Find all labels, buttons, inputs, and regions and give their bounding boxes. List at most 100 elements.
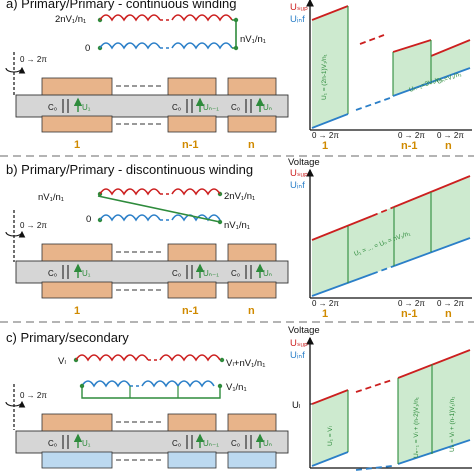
copper-pad — [167, 77, 217, 97]
chart-c: Voltage Uₛᵤₚ Uᵢₙf Uₗ U₁ = Vₗ Uₙ₋₁ = Vₗ +… — [288, 325, 472, 471]
u-sup-label: Uₛᵤₚ — [290, 2, 308, 13]
svg-text:C₀: C₀ — [231, 439, 240, 448]
svg-text:Voltage: Voltage — [288, 325, 320, 336]
svg-text:U₁: U₁ — [82, 439, 91, 448]
segment-label: n-1 — [182, 139, 199, 151]
svg-text:0 → 2π: 0 → 2π — [312, 299, 339, 308]
svg-text:Vₗ+nV₁/n₁: Vₗ+nV₁/n₁ — [226, 358, 265, 369]
panel-a-coil-top-left: 2nV₁/n₁ — [55, 14, 86, 25]
svg-text:Uₙ: Uₙ — [263, 103, 272, 112]
secondary-coil — [81, 380, 131, 388]
copper-pad — [41, 77, 113, 97]
panel-b: b) Primary/Primary - discontinuous windi… — [5, 157, 472, 320]
magnetic-core — [15, 260, 289, 284]
copper-pad — [227, 77, 277, 97]
svg-text:Vₗ: Vₗ — [58, 356, 66, 367]
primary-coil — [75, 354, 149, 362]
magnetic-core — [15, 430, 289, 454]
y-axis-title: Voltage — [288, 157, 320, 168]
svg-text:C₀: C₀ — [231, 103, 240, 112]
svg-text:C₀: C₀ — [48, 103, 57, 112]
panel-a-coil-right: nV₁/n₁ — [240, 34, 266, 45]
svg-text:Uₙ₋₁: Uₙ₋₁ — [203, 103, 219, 112]
svg-text:C₀: C₀ — [48, 439, 57, 448]
panel-b-coil-top-left: nV₁/n₁ — [38, 192, 64, 203]
capacitor-n-1: C₀ Uₙ₋₁ — [172, 97, 219, 113]
panel-a-coil-bottom-left: 0 — [85, 43, 90, 54]
svg-text:Uₙ₋₁ = Vₗ + (n-2)V₁/n₁: Uₙ₋₁ = Vₗ + (n-2)V₁/n₁ — [413, 396, 420, 458]
copper-pad — [167, 115, 217, 133]
primary-coil-top — [99, 14, 161, 22]
svg-text:V₁/n₁: V₁/n₁ — [226, 382, 247, 393]
svg-text:n-1: n-1 — [401, 308, 418, 320]
svg-text:C₀: C₀ — [231, 269, 240, 278]
svg-text:C₀: C₀ — [172, 103, 181, 112]
segment-label: n — [248, 139, 255, 151]
svg-text:Uₙ: Uₙ — [263, 269, 272, 278]
primary-coil-bottom — [99, 42, 161, 50]
ul-label: Uₗ — [292, 400, 301, 411]
magnetic-core — [15, 94, 289, 118]
rotation-arrow: 0 → 2π — [5, 52, 47, 95]
chart-b: Voltage Uₛᵤₚ Uᵢₙf U₁ = ... = Uₙ = nV₁/n₁… — [288, 157, 472, 320]
rotation-label: 0 → 2π — [20, 55, 47, 64]
svg-text:Uₙ: Uₙ — [263, 439, 272, 448]
svg-text:0 → 2π: 0 → 2π — [437, 131, 464, 140]
svg-text:n-1: n-1 — [182, 305, 199, 317]
secondary-link — [81, 386, 221, 399]
panel-b-coil-right: 2nV₁/n₁ — [224, 191, 255, 202]
svg-text:C₀: C₀ — [172, 269, 181, 278]
svg-text:1: 1 — [322, 308, 328, 320]
svg-text:C₀: C₀ — [48, 269, 57, 278]
svg-text:Uᵢₙf: Uᵢₙf — [290, 180, 305, 191]
rotation-arrow: 0 → 2π — [5, 384, 47, 430]
panel-a-title: a) Primary/Primary - continuous winding — [6, 0, 236, 11]
svg-text:0 → 2π: 0 → 2π — [312, 131, 339, 140]
panel-c-title: c) Primary/secondary — [6, 330, 129, 345]
capacitor-n: C₀ Uₙ — [231, 97, 272, 113]
cross-link — [97, 195, 221, 223]
rotation-arrow: 0 → 2π — [5, 210, 47, 262]
panel-b-title: b) Primary/Primary - discontinuous windi… — [6, 162, 253, 177]
capacitor-1: C₀ U₁ — [48, 433, 91, 449]
segment-label: 1 — [74, 139, 80, 151]
svg-text:0: 0 — [86, 214, 91, 225]
svg-text:0 → 2π: 0 → 2π — [20, 391, 47, 400]
svg-text:n-1: n-1 — [401, 140, 418, 152]
svg-text:U₁ = (2n-1)V₁/n₁: U₁ = (2n-1)V₁/n₁ — [321, 53, 328, 100]
capacitor-1: C₀ U₁ — [48, 97, 91, 113]
secondary-pad — [41, 451, 113, 469]
copper-pad — [227, 115, 277, 133]
svg-text:n: n — [445, 140, 452, 152]
svg-text:Uₛᵤₚ: Uₛᵤₚ — [290, 168, 308, 179]
capacitor-n-1: C₀ Uₙ₋₁ — [172, 263, 219, 279]
svg-text:U₁: U₁ — [82, 103, 91, 112]
svg-text:Uₙ₋₁: Uₙ₋₁ — [203, 439, 219, 448]
svg-text:0 → 2π: 0 → 2π — [398, 299, 425, 308]
svg-text:0 → 2π: 0 → 2π — [398, 131, 425, 140]
svg-text:Uₙ = Vₗ + (n-1)V₁/n₁: Uₙ = Vₗ + (n-1)V₁/n₁ — [449, 396, 456, 452]
svg-text:1: 1 — [322, 140, 328, 152]
svg-text:Uₛᵤₚ: Uₛᵤₚ — [290, 338, 308, 349]
panel-b-coil-bottom-right: nV₁/n₁ — [224, 220, 250, 231]
svg-text:n: n — [248, 305, 255, 317]
svg-text:C₀: C₀ — [172, 439, 181, 448]
svg-text:Uₙ₋₁: Uₙ₋₁ — [203, 269, 219, 278]
svg-text:U₁: U₁ — [82, 269, 91, 278]
panel-c: c) Primary/secondary Vₗ Vₗ+nV₁/n₁ V₁/n₁ … — [5, 325, 472, 471]
capacitor-n: C₀ Uₙ — [231, 433, 272, 449]
svg-text:0 → 2π: 0 → 2π — [437, 299, 464, 308]
copper-pad — [41, 115, 113, 133]
panel-a: a) Primary/Primary - continuous winding … — [5, 0, 472, 152]
svg-text:Uᵢₙf: Uᵢₙf — [290, 350, 305, 361]
chart-a: Uₛᵤₚ Uᵢₙf U₁ = (2n-1)V₁/n₁ Uₙ₋₁=3V₁/n₁ U… — [290, 0, 472, 152]
capacitor-n-1: C₀ Uₙ₋₁ — [172, 433, 219, 449]
svg-text:1: 1 — [74, 305, 80, 317]
u-inf-label: Uᵢₙf — [290, 14, 305, 25]
svg-text:0 → 2π: 0 → 2π — [20, 221, 47, 230]
winding-link — [232, 19, 237, 49]
svg-text:n: n — [445, 308, 452, 320]
capacitor-n: C₀ Uₙ — [231, 263, 272, 279]
svg-text:U₁ = Vₗ: U₁ = Vₗ — [327, 426, 334, 446]
